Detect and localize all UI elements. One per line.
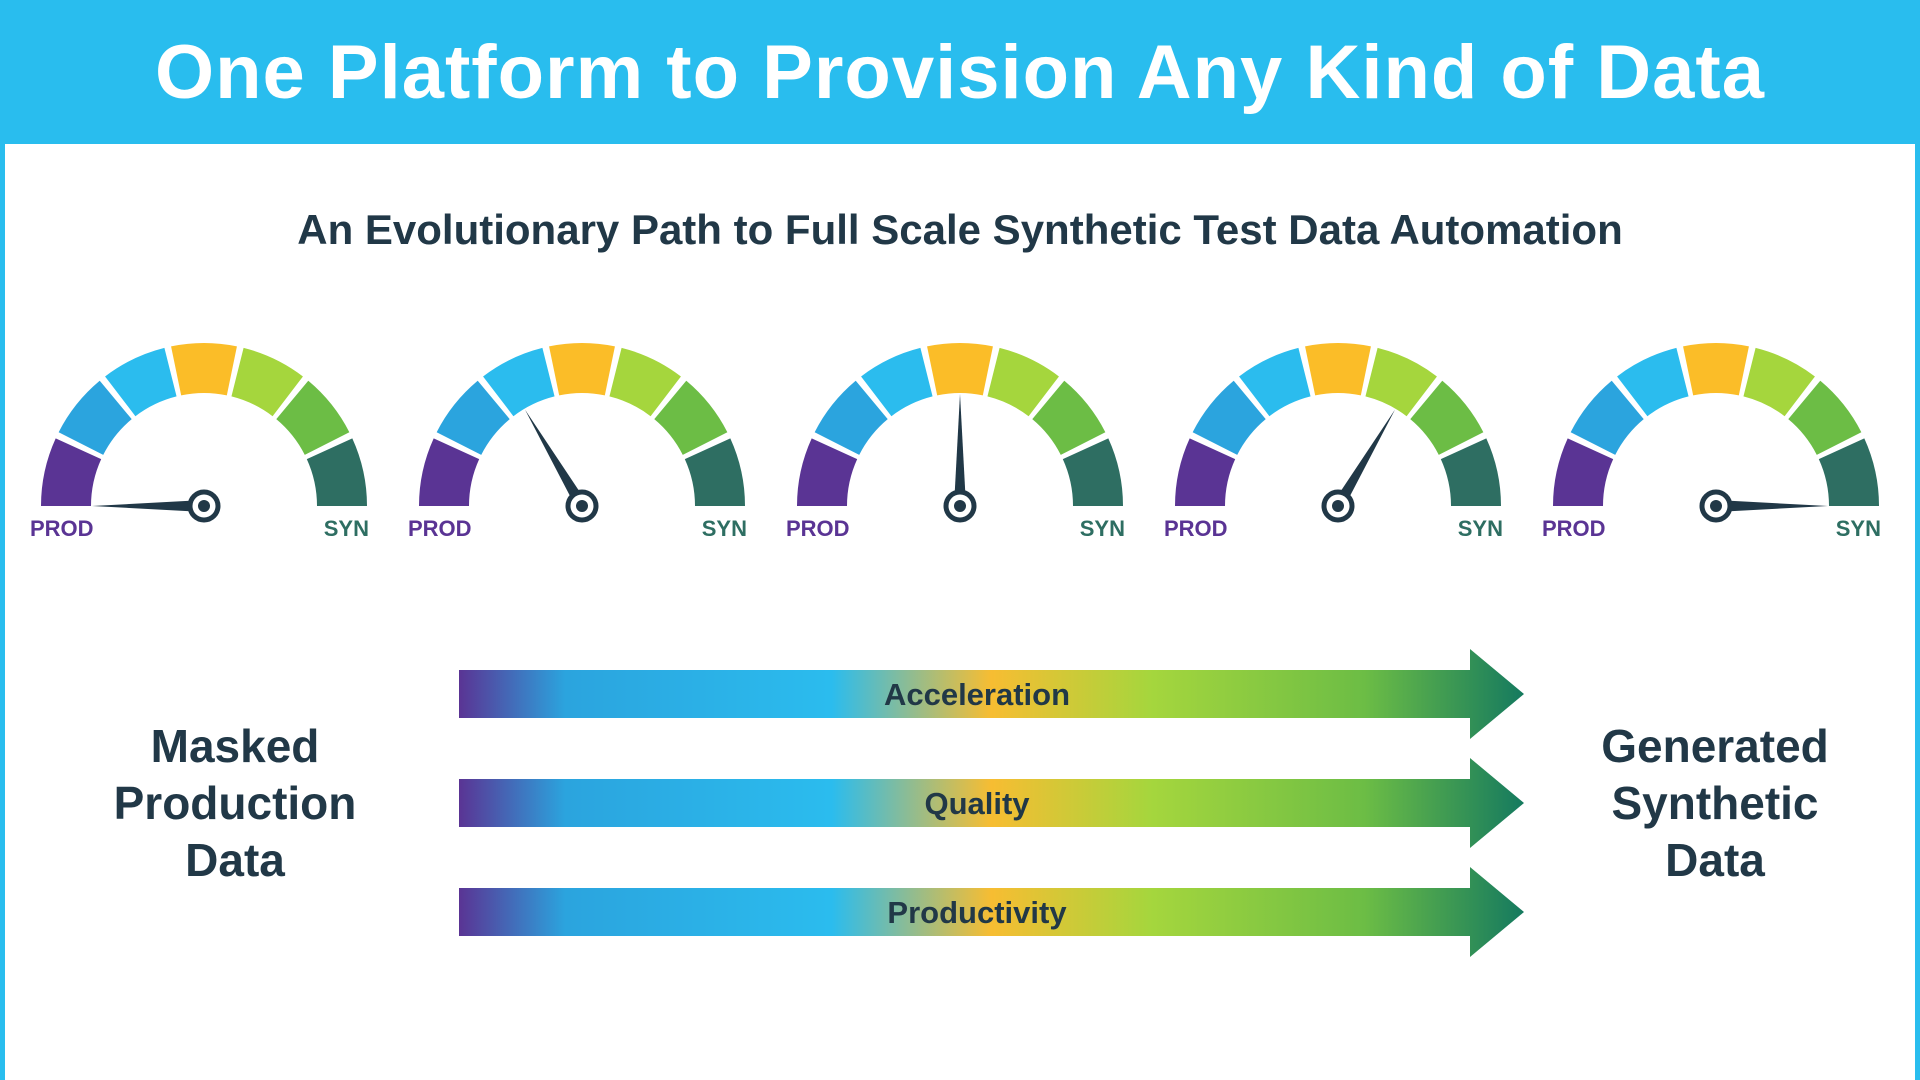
start-label-line: Masked — [150, 720, 320, 772]
gauge-segment — [231, 347, 303, 417]
arrow-label: Quality — [924, 786, 1030, 821]
header-banner: One Platform to Provision Any Kind of Da… — [0, 0, 1920, 144]
gauge-segment — [654, 380, 728, 455]
gauge-syn-label: SYN — [1836, 516, 1881, 541]
gauge-syn-label: SYN — [1080, 516, 1125, 541]
gauge-needle — [954, 394, 966, 506]
diagram-subtitle: An Evolutionary Path to Full Scale Synth… — [297, 206, 1623, 253]
end-label-line: Synthetic — [1611, 777, 1819, 829]
gauge-segment — [1032, 380, 1106, 455]
start-label: Masked Production Data — [45, 718, 425, 889]
gauge-segment — [1239, 347, 1311, 417]
gauge-needle — [1716, 500, 1828, 512]
gauge-prod-label: PROD — [408, 516, 472, 541]
gauge-segment — [684, 438, 745, 506]
gauge-needle — [1332, 409, 1396, 510]
gauge-needle — [92, 500, 204, 512]
gauge-segment — [609, 347, 681, 417]
gauge-segment — [436, 380, 510, 455]
gauge-segment — [41, 438, 102, 506]
gauge: PROD SYN — [408, 342, 747, 541]
gauge-segment — [58, 380, 132, 455]
gauge-segment — [483, 347, 555, 417]
arrow-productivity: Productivity — [459, 867, 1524, 957]
gauge-segment — [1062, 438, 1123, 506]
gauge-segment — [797, 438, 858, 506]
arrow-label: Acceleration — [884, 677, 1070, 712]
arrow-shape — [459, 758, 1524, 848]
gauge-needle — [524, 409, 588, 510]
gauge-segment — [1410, 380, 1484, 455]
gauge-hub-center — [954, 500, 966, 512]
gauge-segment — [1365, 347, 1437, 417]
gauge-segment — [1570, 380, 1644, 455]
gauge-segment — [419, 438, 480, 506]
end-label: Generated Synthetic Data — [1525, 718, 1905, 889]
gauge-hub-center — [1332, 500, 1344, 512]
gauge-segment — [1192, 380, 1266, 455]
start-label-line: Data — [185, 834, 285, 886]
gauge-segment — [1174, 438, 1236, 506]
gauge-prod-label: PROD — [1164, 516, 1228, 541]
arrow-label: Productivity — [887, 895, 1067, 930]
gauge: PROD SYN — [1542, 342, 1881, 541]
gauge-segment — [927, 342, 993, 396]
gauge-segment — [814, 380, 888, 455]
gauge-prod-label: PROD — [30, 516, 94, 541]
end-label-line: Data — [1665, 834, 1765, 886]
gauge-hub-center — [198, 500, 210, 512]
gauge-syn-label: SYN — [702, 516, 747, 541]
arrow-quality: Quality — [459, 758, 1524, 848]
gauge-segment — [306, 438, 367, 506]
gauge-segment — [105, 347, 177, 417]
gauge-segment — [1788, 380, 1862, 455]
page-title: One Platform to Provision Any Kind of Da… — [155, 29, 1765, 115]
gauge-segment — [1683, 342, 1749, 396]
gauge: PROD SYN — [786, 342, 1125, 541]
end-label-line: Generated — [1601, 720, 1829, 772]
gauge-syn-label: SYN — [1458, 516, 1503, 541]
gauge-segment — [1553, 438, 1614, 506]
arrow-acceleration: Acceleration — [459, 649, 1524, 739]
arrow-shape — [459, 649, 1524, 739]
gauge: PROD SYN — [30, 342, 369, 541]
gauge-hub-center — [1710, 500, 1722, 512]
gauge-prod-label: PROD — [1542, 516, 1606, 541]
gauge-segment — [1440, 438, 1501, 506]
gauge-segment — [1743, 347, 1815, 417]
start-label-line: Production — [113, 777, 357, 829]
gauge-segment — [1305, 342, 1371, 396]
gauge-segment — [1818, 438, 1879, 506]
gauge-segment — [1617, 347, 1689, 417]
gauge-segment — [276, 380, 350, 455]
gauge-segment — [861, 347, 933, 417]
gauge-segment — [171, 342, 237, 396]
gauge-syn-label: SYN — [324, 516, 369, 541]
gauge-segment — [549, 342, 615, 396]
gauge-hub-center — [576, 500, 588, 512]
gauge-prod-label: PROD — [786, 516, 850, 541]
gauge: PROD SYN — [1164, 342, 1503, 541]
arrow-shape — [459, 867, 1524, 957]
gauge-segment — [987, 347, 1059, 417]
